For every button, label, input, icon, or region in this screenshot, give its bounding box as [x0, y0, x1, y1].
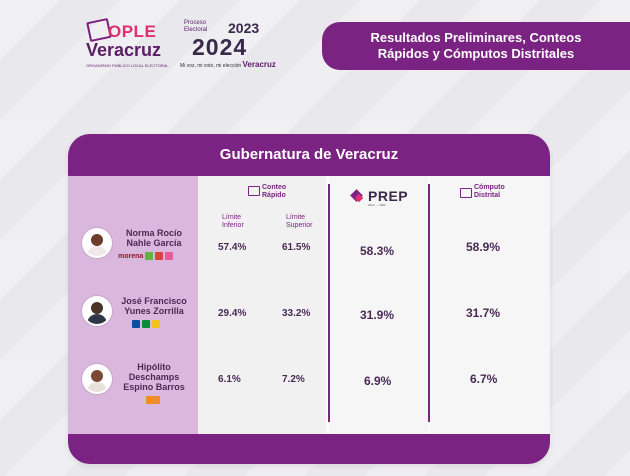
year-from: 2023	[228, 20, 260, 36]
avatar	[82, 228, 112, 258]
avatar	[82, 364, 112, 394]
proceso-label: Proceso Electoral	[184, 20, 208, 33]
party-logos: morena	[118, 252, 174, 260]
results-card: Gubernatura de Veracruz Conteo Rápido PR…	[68, 134, 550, 464]
party-logo-icon	[165, 252, 174, 260]
computo-value: 31.7%	[466, 306, 501, 320]
prep-value: 6.9%	[364, 374, 392, 388]
avatar-body	[87, 246, 107, 256]
candidate-name: Norma Rocío Nahle García	[125, 228, 182, 248]
ople-subtitle: ORGANISMO PÚBLICO LOCAL ELECTORAL	[86, 63, 169, 68]
column-divider	[328, 184, 330, 422]
computo-value: 6.7%	[470, 372, 498, 386]
avatar-head	[91, 302, 103, 314]
avatar-body	[87, 314, 107, 324]
limit-lower-label: Límite Inferior	[222, 214, 244, 229]
limit-upper-label: Límite Superior	[286, 214, 313, 229]
party-name: morena	[118, 252, 144, 260]
party-logo-icon	[142, 320, 150, 328]
ople-name: Veracruz	[86, 40, 162, 60]
banner-line-2: Rápidos y Cómputos Distritales	[377, 46, 575, 61]
tablet-icon	[248, 186, 260, 196]
ople-logo: OPLE Veracruz ORGANISMO PÚBLICO LOCAL EL…	[86, 17, 168, 72]
prep-value: 31.9%	[360, 308, 395, 322]
party-logo-icon	[146, 396, 160, 404]
ople-word: OPLE	[108, 22, 157, 41]
banner-line-1: Resultados Preliminares, Conteos	[370, 30, 582, 45]
card-footer	[68, 434, 550, 464]
conteo-column	[198, 176, 326, 434]
card-title: Gubernatura de Veracruz	[68, 134, 550, 176]
party-logo-icon	[145, 252, 154, 260]
monitor-icon	[460, 188, 472, 198]
party-logos	[146, 396, 160, 404]
upper-limit-value: 7.2%	[282, 374, 305, 385]
upper-limit-value: 33.2%	[282, 308, 311, 319]
party-logo-icon	[155, 252, 164, 260]
avatar	[82, 296, 112, 326]
candidate-name: Hipólito Deschamps Espino Barros	[123, 362, 185, 392]
column-divider	[428, 184, 430, 422]
prep-subtitle: 2024 — VER	[368, 203, 386, 207]
party-logo-icon	[152, 320, 160, 328]
header-banner: Resultados Preliminares, Conteos Rápidos…	[322, 22, 630, 70]
proceso-tagline: Mi voz, mi voto, mi elección Veracruz	[180, 60, 276, 69]
avatar-head	[91, 370, 103, 382]
upper-limit-value: 61.5%	[282, 242, 311, 253]
lower-limit-value: 29.4%	[218, 308, 247, 319]
prep-value: 58.3%	[360, 244, 395, 258]
conteo-header: Conteo Rápido	[262, 184, 287, 199]
proceso-electoral-logo: Proceso Electoral 2023 2024 Mi voz, mi v…	[176, 20, 276, 72]
party-logo-icon	[132, 320, 140, 328]
lower-limit-value: 6.1%	[218, 374, 241, 385]
prep-word: PREP	[368, 188, 409, 204]
prep-logo: PREP 2024 — VER	[350, 188, 412, 208]
candidate-name: José Francisco Yunes Zorrilla	[121, 296, 187, 316]
avatar-body	[87, 382, 107, 392]
party-logos	[132, 320, 160, 328]
computo-header: Cómputo Distrital	[474, 184, 505, 199]
computo-value: 58.9%	[466, 240, 501, 254]
avatar-head	[91, 234, 103, 246]
computo-column	[430, 176, 550, 434]
prep-column	[330, 176, 428, 434]
year-to: 2024	[192, 34, 248, 60]
lower-limit-value: 57.4%	[218, 242, 247, 253]
